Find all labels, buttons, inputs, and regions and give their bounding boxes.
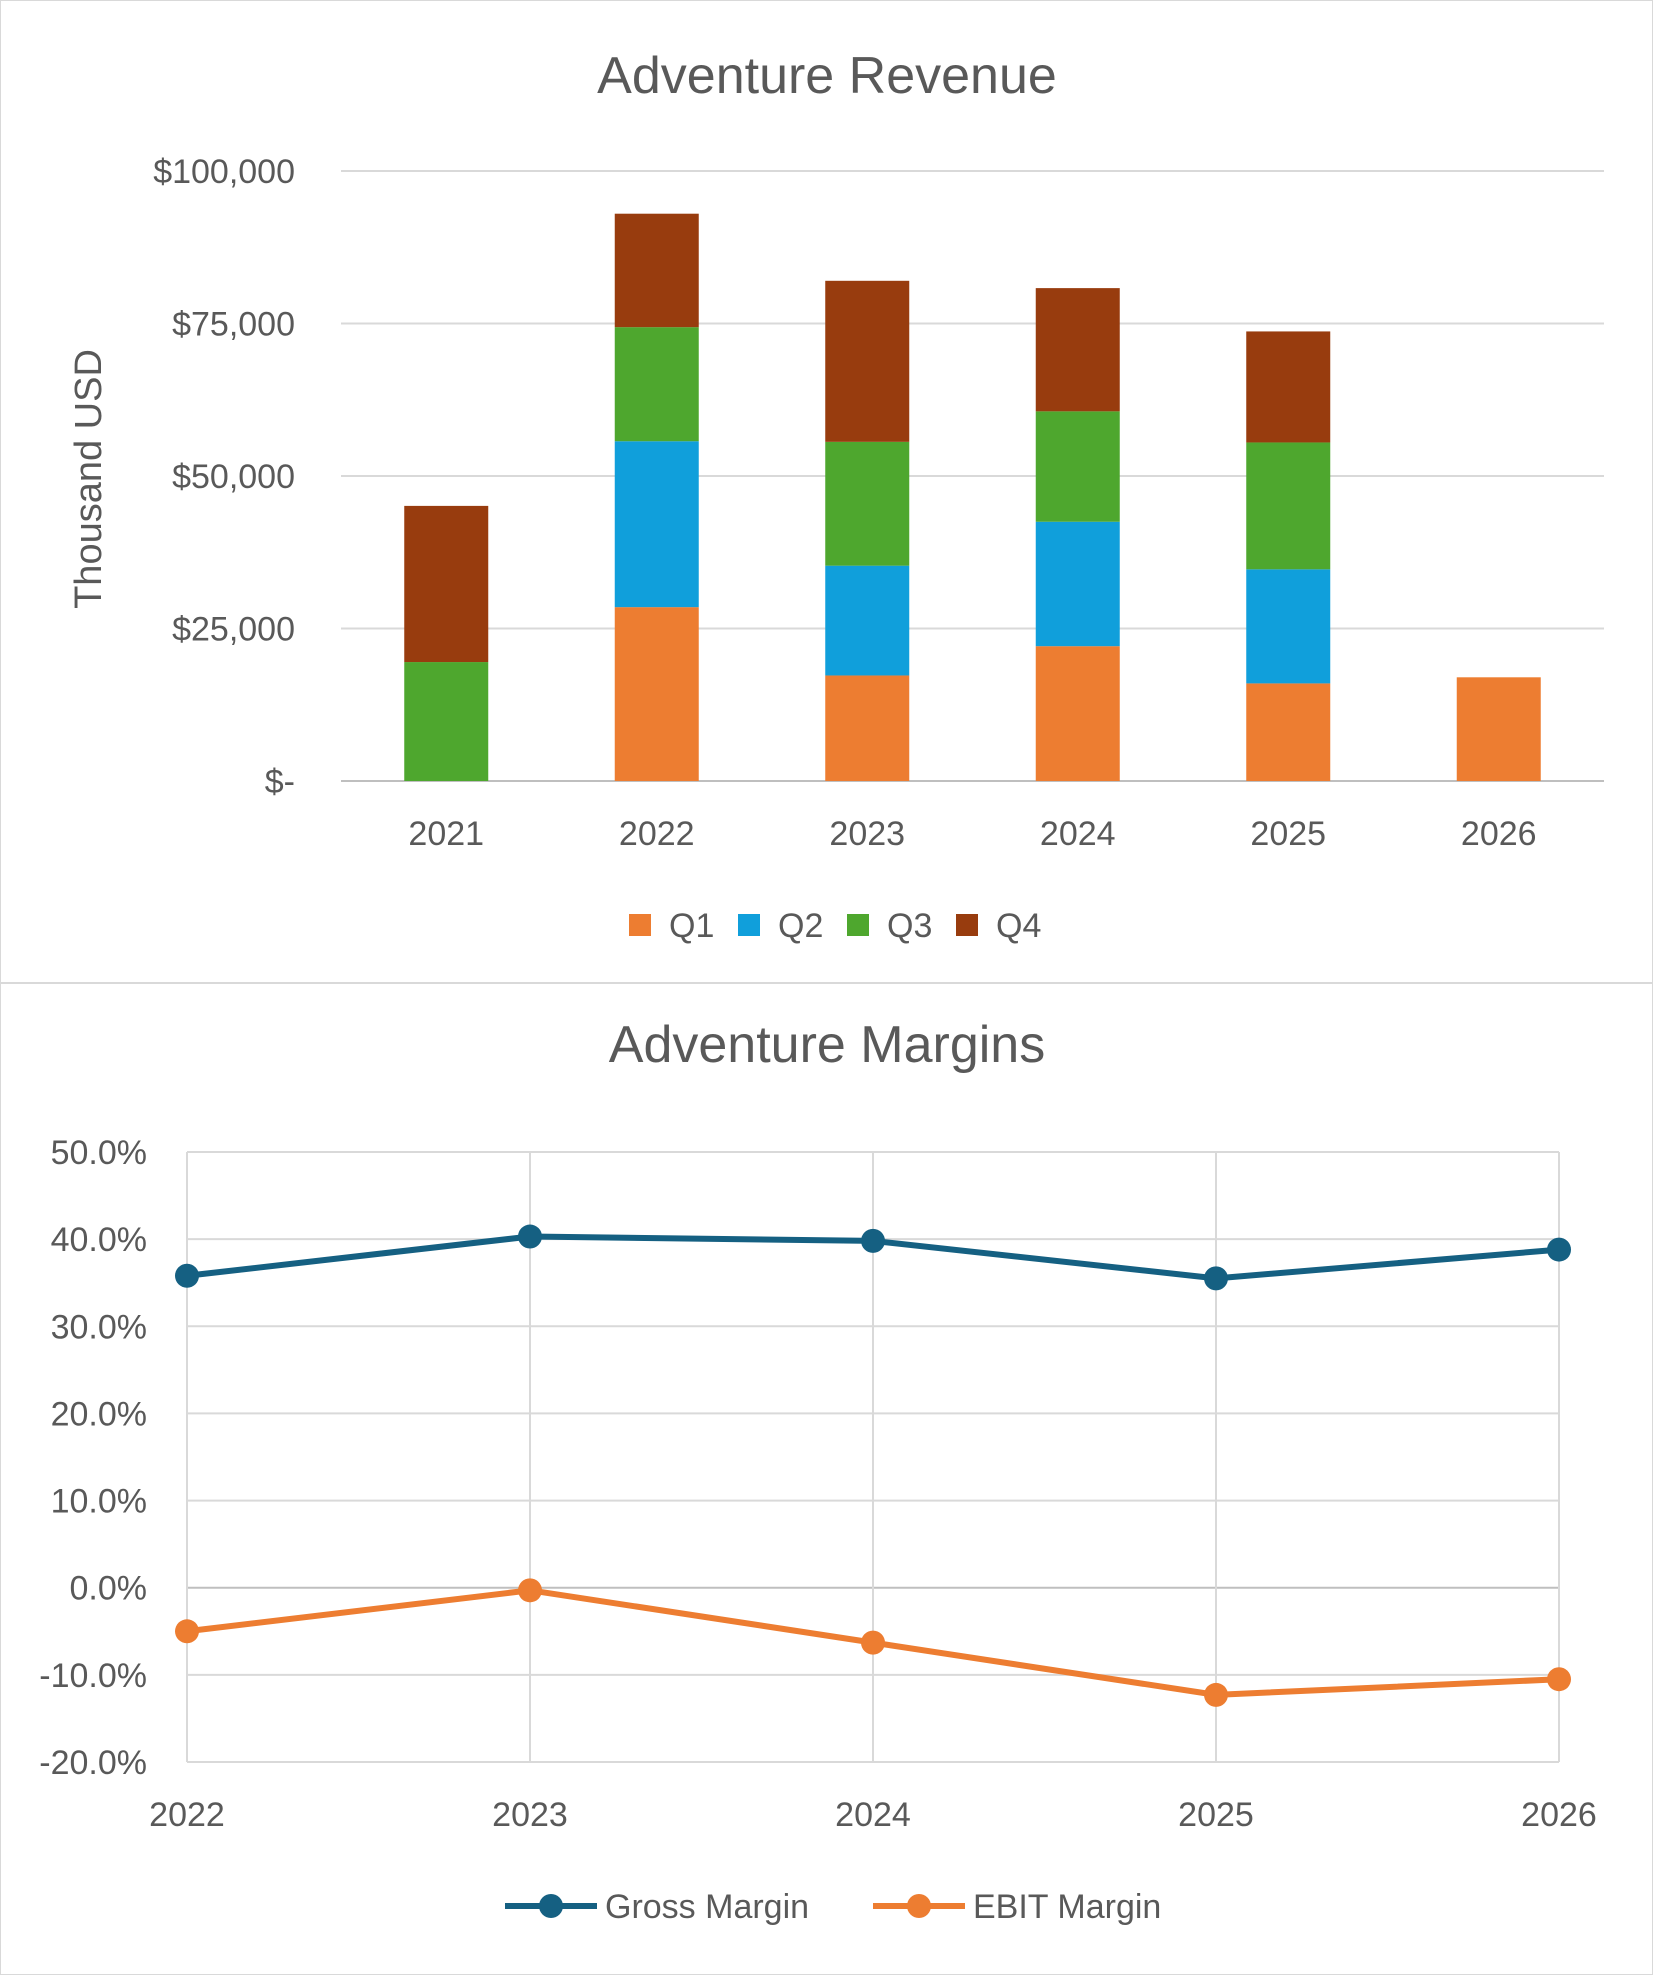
- gross-margin-point-2025: [1204, 1266, 1228, 1291]
- x-tick-label: 2023: [829, 815, 905, 853]
- bar-q1-2026: [1456, 677, 1541, 781]
- y-tick-label: $100,000: [153, 153, 295, 191]
- legend-label: Gross Margin: [605, 1888, 809, 1926]
- gross-margin-point-2022: [175, 1263, 199, 1288]
- y-tick-label: 40.0%: [51, 1221, 147, 1259]
- ebit-margin-point-2026: [1547, 1667, 1571, 1692]
- y-tick-label: 10.0%: [51, 1483, 147, 1521]
- bar-q4-2025: [1246, 331, 1331, 443]
- revenue-chart-panel: Adventure Revenue Thousand USD 2021 2022 2…: [0, 0, 1653, 983]
- x-tick-label: 2026: [1521, 1796, 1597, 1834]
- x-tick-label: 2026: [1461, 815, 1537, 853]
- legend-swatch-q4: [956, 914, 978, 936]
- gross-margin-point-2026: [1547, 1237, 1571, 1262]
- bar-q3-2023: [825, 441, 910, 566]
- y-tick-label: -20.0%: [39, 1744, 147, 1782]
- y-tick-label: $-: [265, 763, 295, 801]
- bar-q2-2023: [825, 565, 910, 676]
- gross-margin-point-2023: [518, 1224, 542, 1249]
- y-tick-label: 30.0%: [51, 1308, 147, 1346]
- margins-chart-panel: Adventure Margins 2022 2023 2024 2025 2026 5…: [0, 983, 1653, 1975]
- legend-label: Q3: [887, 907, 932, 945]
- x-tick-label: 2021: [408, 815, 484, 853]
- ebit-margin-point-2025: [1204, 1682, 1228, 1707]
- gross-margin-point-2024: [861, 1228, 885, 1253]
- bar-q4-2023: [825, 280, 910, 442]
- y-tick-label: 20.0%: [51, 1395, 147, 1433]
- y-tick-label: $75,000: [172, 306, 295, 344]
- bar-q4-2024: [1035, 288, 1120, 412]
- x-tick-label: 2025: [1178, 1796, 1254, 1834]
- bar-q2-2022: [614, 441, 699, 608]
- legend-marker-ebit-margin: [907, 1894, 931, 1918]
- ebit-margin-point-2022: [175, 1619, 199, 1644]
- bar-q4-2022: [614, 213, 699, 328]
- x-tick-label: 2024: [1040, 815, 1116, 853]
- x-tick-label: 2022: [149, 1796, 225, 1834]
- legend-label: EBIT Margin: [973, 1888, 1161, 1926]
- bar-q3-2024: [1035, 411, 1120, 522]
- legend-label: Q1: [669, 907, 714, 945]
- x-tick-label: 2025: [1250, 815, 1326, 853]
- bar-q2-2025: [1246, 569, 1331, 684]
- legend-label: Q4: [996, 907, 1041, 945]
- y-tick-label: 0.0%: [70, 1570, 148, 1608]
- x-tick-label: 2024: [835, 1796, 911, 1834]
- x-tick-label: 2022: [619, 815, 695, 853]
- bar-q1-2025: [1246, 683, 1331, 781]
- bar-q4-2021: [404, 505, 489, 663]
- y-tick-label: $25,000: [172, 611, 295, 649]
- ebit-margin-point-2023: [518, 1578, 542, 1603]
- bar-q3-2025: [1246, 442, 1331, 570]
- x-tick-label: 2023: [492, 1796, 568, 1834]
- margins-chart: Adventure Margins 2022 2023 2024 2025 2026 5…: [39, 1016, 1597, 1926]
- chart-title: Adventure Revenue: [597, 47, 1057, 105]
- y-axis-title: Thousand USD: [68, 349, 110, 609]
- bar-q1-2024: [1035, 646, 1120, 781]
- bar-q1-2022: [614, 607, 699, 781]
- legend-marker-gross-margin: [539, 1894, 563, 1918]
- y-tick-label: -10.0%: [39, 1657, 147, 1695]
- bar-q1-2023: [825, 675, 910, 781]
- legend-swatch-q3: [847, 914, 869, 936]
- bar-q3-2021: [404, 662, 489, 781]
- y-tick-label: $50,000: [172, 458, 295, 496]
- y-tick-label: 50.0%: [51, 1134, 147, 1172]
- chart-title: Adventure Margins: [609, 1016, 1045, 1074]
- bar-q2-2024: [1035, 521, 1120, 647]
- revenue-chart: Adventure Revenue Thousand USD 2021 2022 2…: [68, 47, 1604, 945]
- ebit-margin-point-2024: [861, 1630, 885, 1655]
- legend-swatch-q2: [738, 914, 760, 936]
- bar-q3-2022: [614, 327, 699, 442]
- legend-swatch-q1: [629, 914, 651, 936]
- legend-label: Q2: [778, 907, 823, 945]
